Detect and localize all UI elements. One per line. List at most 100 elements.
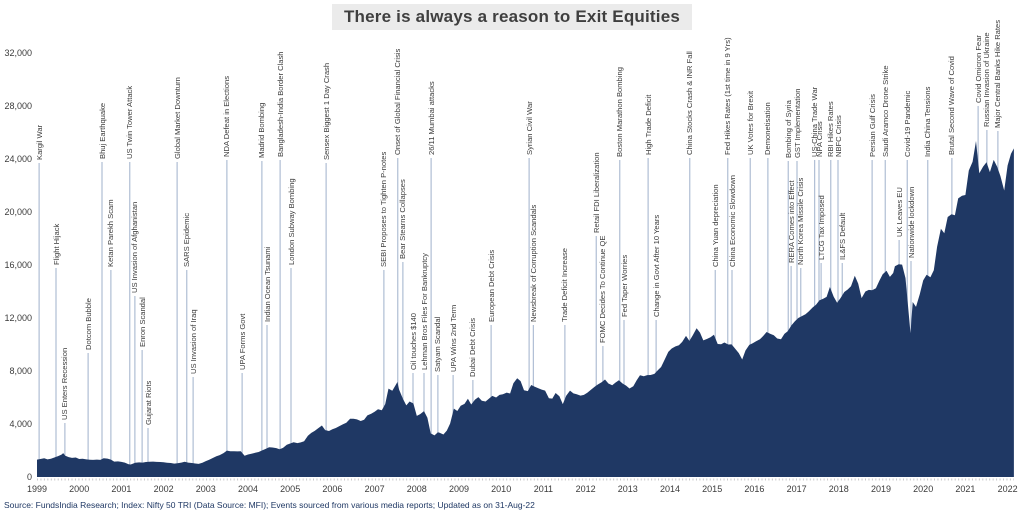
event-label: IL&FS Default (837, 212, 847, 260)
x-axis-tick-label: 2020 (913, 484, 934, 494)
event-label: Bear Stearns Collapses (398, 179, 408, 259)
y-axis-tick-label: 20,000 (4, 207, 32, 217)
event-label: GST Implementation (792, 88, 802, 158)
event-label: China Yuan depreciation (710, 184, 720, 267)
y-axis-tick-label: 8,000 (9, 366, 32, 376)
event-label: Enron Scandal (137, 297, 147, 347)
x-axis-tick-label: 2018 (828, 484, 849, 494)
y-axis-tick-label: 24,000 (4, 154, 32, 164)
event-label: Bangladesh-India Border Clash (275, 51, 285, 157)
x-axis-tick-label: 2010 (491, 484, 512, 494)
event-label: 26/11 Mumbai attacks (426, 81, 436, 155)
event-label: Sensex Biggest 1 Day Crash (321, 62, 331, 160)
event-label: Dubai Debt Crisis (468, 317, 478, 377)
event-label: European Debt Crisis (486, 249, 496, 322)
event-label: NPA Crisis (814, 121, 824, 157)
x-axis-tick-label: 2014 (659, 484, 681, 494)
event-label: Bombing of Syria (783, 100, 793, 158)
event-label: North Korea Missile Crisis (796, 177, 806, 265)
event-label: Covid-19 Pandemic (902, 90, 912, 157)
event-label: Russian Invasion of Ukraine (982, 32, 992, 127)
x-axis-tick-label: 2013 (617, 484, 638, 494)
event-label: Syrian Civil War (524, 101, 534, 155)
x-axis-tick-label: 2001 (111, 484, 132, 494)
event-label: FOMC Decides To Continue QE (598, 235, 608, 343)
x-axis-tick-label: 2007 (364, 484, 385, 494)
event-label: Brutal Second Wave of Covid (947, 56, 957, 155)
x-axis-tick-label: 2021 (955, 484, 976, 494)
event-label: Indian Ocean Tsunami (262, 246, 272, 322)
event-label: UPA Wins 2nd Term (448, 304, 458, 372)
event-label: UK Leaves EU (894, 187, 904, 237)
event-label: Oil touches $140 (408, 313, 418, 370)
event-label: Persian Gulf Crisis (867, 94, 877, 157)
x-axis-tick-label: 2005 (280, 484, 301, 494)
x-axis-tick-label: 2000 (69, 484, 90, 494)
event-label: SEBI Proposes to Tighten P-notes (379, 151, 389, 267)
event-label: US Enters Recession (60, 347, 70, 420)
event-label: London Subway Bombing (286, 178, 296, 265)
y-axis-tick-label: 16,000 (4, 260, 32, 270)
x-axis-tick-label: 2002 (153, 484, 174, 494)
event-label: US Invasion of Iraq (188, 309, 198, 374)
x-axis-tick-label: 2015 (702, 484, 723, 494)
x-axis-tick-label: 2016 (744, 484, 765, 494)
source-note: Source: FundsIndia Research; Index: Nift… (4, 500, 535, 510)
x-axis-tick-label: 2019 (870, 484, 892, 494)
y-axis-tick-label: 4,000 (9, 419, 32, 429)
x-axis-tick-label: 2006 (322, 484, 343, 494)
event-label: Boston Marathon Bombing (615, 67, 625, 157)
x-axis-tick-label: 2008 (406, 484, 427, 494)
x-axis-tick-label: 2009 (448, 484, 470, 494)
event-label: Trade Deficit Increase (560, 248, 570, 322)
event-label: NBFC Crisis (833, 115, 843, 157)
event-label: Ketan Parekh Scam (106, 199, 116, 267)
event-label: RERA Comes into Effect (786, 180, 796, 263)
event-label: China Stocks Crash & INR Fall (685, 51, 695, 155)
x-axis-tick-label: 1999 (26, 484, 48, 494)
chart-title: There is always a reason to Exit Equitie… (331, 4, 693, 30)
event-label: Dotcom Bubble (83, 298, 93, 350)
event-label: Gujarat Riots (143, 380, 153, 425)
event-label: US Invasion of Afghanistan (130, 201, 140, 293)
y-axis-tick-label: 32,000 (4, 48, 32, 58)
event-label: Demonetisation (763, 102, 773, 155)
event-label: NDA Defeat in Elections (222, 75, 232, 157)
event-label: Lehman Bros Files For Bankruptcy (419, 253, 429, 370)
title-bar: There is always a reason to Exit Equitie… (0, 4, 1024, 30)
y-axis-tick-label: 12,000 (4, 313, 32, 323)
event-label: Major Central Banks Hike Rates (993, 19, 1003, 128)
event-label: Newsbreak of Corruption Scandals (528, 204, 538, 322)
event-label: China Economic Slowdown (727, 174, 737, 267)
area-series (37, 141, 1014, 477)
event-label: Fed Hikes Rates (1st time in 9 Yrs) (723, 37, 733, 155)
event-label: High Trade Deficit (643, 94, 653, 155)
event-label: Retail FDI Liberalization (591, 152, 601, 233)
event-label: Kargil War (34, 124, 44, 160)
event-label: Fed Taper Worries (619, 254, 629, 317)
y-axis-tick-label: 28,000 (4, 101, 32, 111)
event-label: US Twin Tower Attack (125, 85, 135, 159)
event-label: Madrid Bombing (257, 102, 267, 158)
event-label: Change in Govt After 10 Years (651, 214, 661, 317)
x-axis-tick-label: 2004 (237, 484, 259, 494)
event-label: UK Votes for Brexit (745, 90, 755, 155)
event-label: Nationwide lockdown (906, 186, 916, 258)
event-label: India China Tensions (923, 86, 933, 157)
event-label: Bhuj Earthquake (97, 102, 107, 159)
event-label: SARS Epidemic (182, 212, 192, 267)
event-label: Global Market Downturn (172, 77, 182, 159)
event-label: LTCG Tax Imposed (816, 195, 826, 260)
y-axis-tick-label: 0 (26, 472, 32, 482)
x-axis-tick-label: 2011 (533, 484, 554, 494)
x-axis-tick-label: 2003 (195, 484, 216, 494)
event-label: Flight Hijack (51, 223, 61, 265)
event-label: Saudi Aramco Drone Strike (880, 65, 890, 157)
event-label: Onset of Global Financial Crisis (393, 48, 403, 155)
x-axis-tick-label: 2022 (997, 484, 1018, 494)
event-label: UPA Forms Govt (237, 313, 247, 370)
x-axis-tick-label: 2017 (786, 484, 807, 494)
x-axis-tick-label: 2012 (575, 484, 596, 494)
